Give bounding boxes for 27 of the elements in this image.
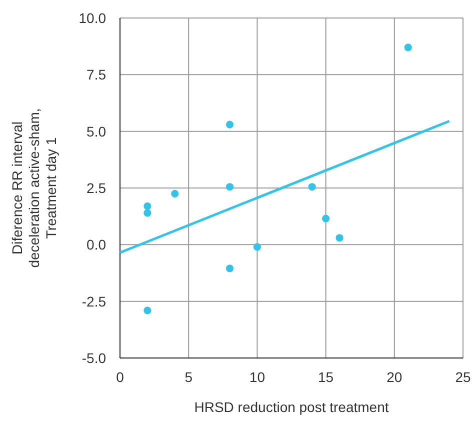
point (171, 190, 179, 198)
y-tick-label: 10.0 (78, 10, 106, 26)
point (226, 183, 234, 191)
y-axis-title: Diference RR interval deceleration active-sham, Treatment day 1 (9, 108, 59, 268)
x-tick-label: 5 (184, 369, 193, 385)
point (404, 44, 412, 52)
point (336, 234, 344, 242)
y-tick-label: 5.0 (86, 123, 106, 140)
point (226, 264, 234, 272)
x-tick-label: 15 (318, 369, 334, 385)
y-tick-label: 2.5 (86, 180, 106, 196)
x-axis-title: HRSD reduction post treatment (194, 399, 389, 415)
point (253, 243, 261, 251)
x-tick-label: 0 (116, 369, 124, 385)
x-tick-label: 20 (386, 369, 402, 385)
point (144, 306, 152, 314)
y-tick-label: 7.5 (86, 66, 106, 83)
x-tick-label: 10 (249, 369, 266, 385)
y-tick-label: 0.0 (86, 236, 106, 253)
point (308, 183, 316, 191)
y-tick-label: -5.0 (82, 350, 106, 366)
point (226, 120, 234, 128)
point (322, 214, 330, 222)
point (144, 202, 152, 210)
x-tick-label: 25 (455, 369, 471, 385)
y-tick-label: -2.5 (82, 293, 106, 310)
point (144, 209, 152, 217)
